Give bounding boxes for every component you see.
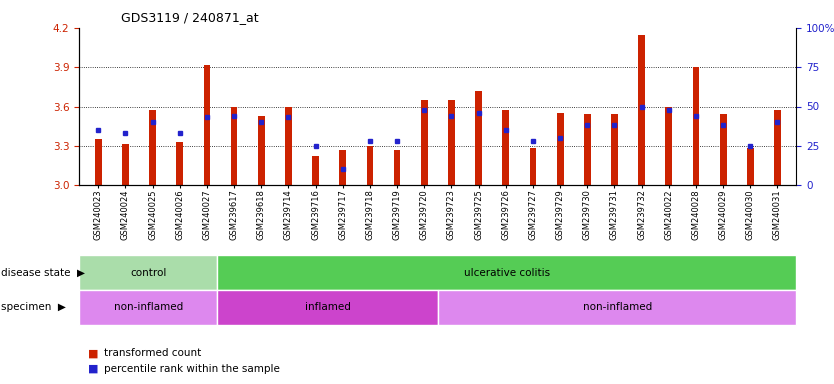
Bar bbox=[176, 142, 183, 185]
Bar bbox=[557, 113, 564, 185]
Bar bbox=[122, 144, 128, 185]
Bar bbox=[611, 114, 618, 185]
Text: control: control bbox=[130, 268, 166, 278]
Bar bbox=[638, 35, 645, 185]
Bar bbox=[720, 114, 726, 185]
Bar bbox=[339, 150, 346, 185]
Text: non-inflamed: non-inflamed bbox=[113, 303, 183, 313]
Text: specimen  ▶: specimen ▶ bbox=[1, 303, 66, 313]
Bar bbox=[217, 255, 796, 290]
Text: non-inflamed: non-inflamed bbox=[582, 303, 652, 313]
Text: disease state  ▶: disease state ▶ bbox=[1, 268, 85, 278]
Text: inflamed: inflamed bbox=[304, 303, 350, 313]
Bar bbox=[79, 255, 217, 290]
Bar bbox=[692, 67, 700, 185]
Bar bbox=[502, 111, 510, 185]
Text: ulcerative colitis: ulcerative colitis bbox=[464, 268, 550, 278]
Bar bbox=[217, 290, 438, 325]
Bar bbox=[530, 148, 536, 185]
Bar bbox=[774, 111, 781, 185]
Bar bbox=[666, 106, 672, 185]
Bar bbox=[258, 116, 264, 185]
Text: ■: ■ bbox=[88, 364, 98, 374]
Bar bbox=[438, 290, 796, 325]
Bar bbox=[366, 146, 374, 185]
Bar bbox=[285, 106, 292, 185]
Bar bbox=[584, 114, 590, 185]
Text: percentile rank within the sample: percentile rank within the sample bbox=[104, 364, 280, 374]
Text: ■: ■ bbox=[88, 348, 98, 358]
Bar bbox=[203, 65, 210, 185]
Bar bbox=[79, 290, 217, 325]
Bar bbox=[747, 148, 754, 185]
Bar bbox=[149, 111, 156, 185]
Bar bbox=[475, 91, 482, 185]
Bar bbox=[95, 139, 102, 185]
Text: transformed count: transformed count bbox=[104, 348, 202, 358]
Bar bbox=[394, 150, 400, 185]
Bar bbox=[312, 156, 319, 185]
Bar bbox=[231, 106, 238, 185]
Bar bbox=[448, 100, 455, 185]
Bar bbox=[421, 100, 428, 185]
Text: GDS3119 / 240871_at: GDS3119 / 240871_at bbox=[121, 11, 259, 24]
